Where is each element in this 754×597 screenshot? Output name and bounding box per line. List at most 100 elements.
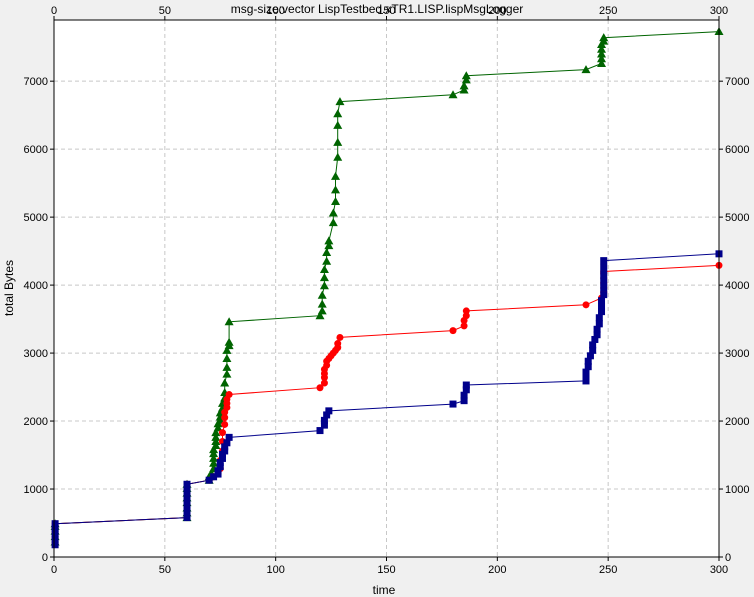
data-point-square (51, 520, 59, 528)
data-point-square (320, 421, 328, 429)
data-point-square (462, 386, 470, 394)
y-tick-label-left: 4000 (24, 280, 48, 292)
data-point-triangle (209, 445, 219, 454)
data-point-square (598, 308, 606, 316)
data-point-square (460, 391, 468, 399)
data-point-triangle (581, 65, 591, 74)
data-point-square (51, 524, 59, 532)
data-point-triangle (213, 423, 223, 432)
y-tick-label-left: 1000 (24, 484, 48, 496)
data-point-triangle (322, 256, 332, 265)
data-point-square (218, 454, 226, 462)
data-point-triangle (333, 109, 343, 118)
x-tick-label-bottom: 100 (266, 564, 284, 576)
data-point-square (595, 314, 603, 322)
data-point-square (183, 499, 191, 507)
data-point-square (460, 397, 468, 405)
data-point-triangle (317, 299, 327, 308)
data-point-square (600, 257, 608, 265)
data-point-square (462, 381, 470, 389)
chart-title: msg-size:vector LispTestbed.xTR1.LISP.li… (231, 2, 524, 16)
data-point-square (589, 341, 597, 349)
y-tick-label-right: 5000 (725, 212, 749, 224)
x-tick-label-top: 100 (266, 5, 284, 17)
data-point-triangle (224, 317, 234, 326)
data-point-triangle (222, 369, 232, 378)
series-layer (50, 27, 724, 549)
data-point-square (183, 514, 191, 522)
data-point-triangle (211, 432, 221, 441)
data-point-triangle (222, 345, 232, 354)
y-axis-label: total Bytes (2, 260, 16, 316)
data-point-triangle (324, 236, 334, 245)
data-point-triangle (319, 273, 329, 282)
data-point-triangle (331, 171, 341, 180)
x-tick-label-bottom: 50 (159, 564, 171, 576)
y-tick-label-right: 2000 (725, 416, 749, 428)
data-point-square (316, 427, 324, 435)
data-point-circle (460, 322, 468, 330)
data-point-square (600, 270, 608, 278)
y-tick-label-right: 3000 (725, 348, 749, 360)
data-point-square (591, 335, 599, 343)
data-point-square (600, 263, 608, 271)
data-point-triangle (211, 441, 221, 450)
data-point-square (449, 400, 457, 408)
data-point-triangle (220, 378, 230, 387)
y-tick-label-right: 4000 (725, 280, 749, 292)
data-point-triangle (597, 59, 607, 68)
data-point-square (584, 363, 592, 371)
y-tick-label-right: 0 (725, 552, 731, 564)
data-point-triangle (317, 290, 327, 299)
data-point-square (221, 447, 229, 455)
x-tick-label-bottom: 300 (710, 564, 728, 576)
data-point-triangle (315, 311, 325, 320)
data-point-circle (334, 340, 342, 348)
data-point-square (586, 352, 594, 360)
data-point-triangle (597, 44, 607, 53)
y-tick-label-right: 6000 (725, 144, 749, 156)
data-point-triangle (211, 436, 221, 445)
data-point-circle (225, 391, 233, 399)
data-point-square (598, 303, 606, 311)
data-point-square (593, 325, 601, 333)
data-point-triangle (333, 120, 343, 129)
data-point-triangle (461, 75, 471, 84)
data-point-square (210, 473, 218, 481)
data-point-triangle (461, 71, 471, 80)
y-tick-label-left: 7000 (24, 76, 48, 88)
data-point-square (582, 377, 590, 385)
data-point-square (51, 541, 59, 549)
data-point-square (51, 530, 59, 538)
data-point-square (600, 277, 608, 285)
data-point-square (205, 476, 213, 484)
data-point-triangle (319, 281, 329, 290)
y-tick-label-left: 0 (42, 552, 48, 564)
x-tick-label-top: 200 (488, 5, 506, 17)
data-point-square (183, 494, 191, 502)
data-point-circle (462, 307, 470, 315)
y-tick-label-right: 7000 (725, 76, 749, 88)
x-tick-label-bottom: 200 (488, 564, 506, 576)
y-tick-label-left: 5000 (24, 212, 48, 224)
data-point-square (320, 416, 328, 424)
x-tick-label-bottom: 150 (377, 564, 395, 576)
data-point-square (593, 331, 601, 339)
series-square (51, 250, 723, 549)
data-point-triangle (209, 453, 219, 462)
data-point-square (221, 443, 229, 451)
x-tick-label-bottom: 250 (599, 564, 617, 576)
y-tick-label-left: 2000 (24, 416, 48, 428)
data-point-square (600, 291, 608, 299)
data-point-square (323, 411, 331, 419)
data-point-square (582, 368, 590, 376)
y-tick-label-left: 6000 (24, 144, 48, 156)
data-point-square (225, 433, 233, 441)
y-tick-label-left: 3000 (24, 348, 48, 360)
data-point-circle (316, 384, 324, 392)
data-point-triangle (319, 264, 329, 273)
data-point-circle (320, 379, 328, 387)
data-point-triangle (209, 449, 219, 458)
